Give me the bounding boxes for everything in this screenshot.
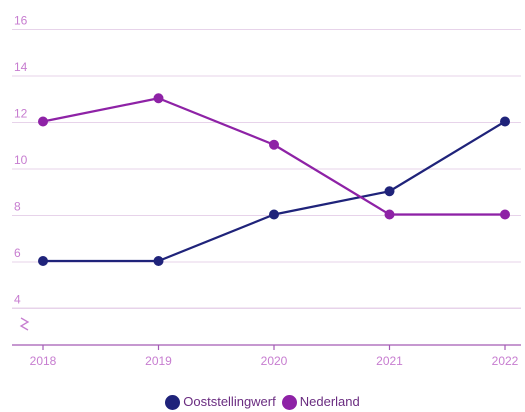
y-tick-label: 4: [14, 293, 21, 307]
y-axis-ticks: 4 6 8 10 12 14 16: [14, 14, 28, 307]
data-point: [269, 139, 279, 150]
data-point: [384, 209, 395, 220]
data-point: [38, 256, 48, 266]
x-tick-label: 2021: [376, 354, 403, 368]
x-tick-label: 2020: [261, 354, 288, 368]
grid-lines: [12, 29, 521, 309]
x-tick-label: 2022: [492, 354, 519, 368]
x-tick-label: 2019: [145, 354, 172, 368]
data-point: [500, 209, 510, 220]
series-0: [38, 116, 510, 266]
x-axis: 2018 2019 2020 2021 2022: [12, 344, 521, 368]
legend-label: Nederland: [299, 394, 360, 409]
series-1: [38, 93, 510, 220]
y-tick-label: 10: [14, 153, 28, 167]
line-chart: 4 6 8 10 12 14 16 2018 2019 2020 2021 2022: [12, 14, 521, 368]
legend-swatch: [165, 394, 181, 410]
legend-item: Nederland: [281, 394, 360, 410]
series-line: [42, 97, 505, 216]
axis-break-icon: [19, 317, 30, 331]
data-point: [500, 116, 510, 127]
y-tick-label: 12: [14, 107, 28, 121]
legend-label: Ooststellingwerf: [183, 394, 276, 409]
legend: Ooststellingwerf Nederland: [0, 394, 525, 410]
legend-swatch: [281, 394, 297, 410]
axis-break-mark: [19, 317, 30, 331]
data-point: [38, 116, 48, 127]
y-tick-label: 8: [14, 200, 21, 214]
y-tick-label: 16: [14, 14, 28, 28]
legend-item: Ooststellingwerf: [165, 394, 276, 410]
series-lines: [38, 93, 510, 266]
data-point: [384, 186, 395, 197]
y-tick-label: 14: [14, 60, 28, 74]
x-tick-label: 2018: [30, 354, 57, 368]
data-point: [269, 209, 279, 220]
data-point: [153, 93, 164, 104]
y-tick-label: 6: [14, 246, 21, 260]
data-point: [153, 256, 164, 266]
